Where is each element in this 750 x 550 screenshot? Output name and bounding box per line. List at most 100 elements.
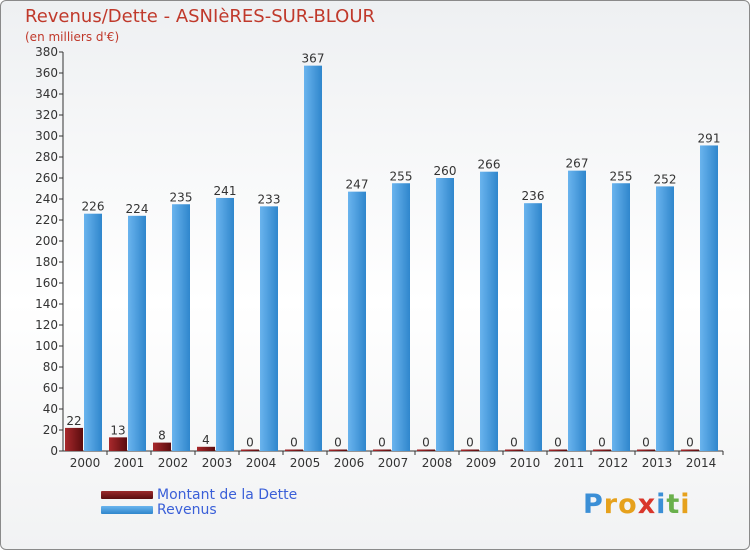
bar-revenus [172,204,190,451]
data-label-dette: 0 [378,436,386,450]
y-tick-label: 160 [35,276,58,290]
bar-dette [681,449,699,451]
bar-revenus [480,171,498,451]
y-tick-label: 340 [35,87,58,101]
bar-dette [329,449,347,451]
logo-letter: o [618,489,638,520]
bar-dette [373,449,391,451]
data-label-revenus: 224 [126,202,149,216]
data-label-revenus: 252 [654,172,677,186]
y-tick-label: 60 [43,381,58,395]
y-tick-label: 40 [43,402,58,416]
data-label-dette: 0 [246,436,254,450]
chart-title: Revenus/Dette - ASNIèRES-SUR-BLOUR [25,6,376,27]
data-label-revenus: 267 [566,157,589,171]
data-label-revenus: 226 [82,200,105,214]
bar-dette [153,442,171,451]
bar-dette [109,437,127,451]
data-label-dette: 8 [158,429,166,443]
logo-letter: i [680,489,691,520]
logo-letter: t [666,489,681,520]
data-label-dette: 0 [290,436,298,450]
bar-dette [505,449,523,451]
data-label-dette: 0 [422,436,430,450]
legend-item-dette: Montant de la Dette [101,486,298,503]
y-tick-label: 200 [35,234,58,248]
x-tick-label: 2012 [598,456,629,470]
x-tick-label: 2007 [378,456,409,470]
data-label-revenus: 266 [478,158,501,172]
data-label-revenus: 255 [610,169,633,183]
data-label-dette: 0 [466,436,474,450]
logo-letter: r [603,489,619,520]
legend-label-revenus: Revenus [157,501,217,518]
data-label-dette: 22 [66,414,81,428]
bar-revenus [656,186,674,451]
y-tick-label: 220 [35,213,58,227]
logo-letter: i [656,489,667,520]
x-tick-label: 2008 [422,456,453,470]
y-tick-label: 280 [35,150,58,164]
x-tick-label: 2001 [114,456,145,470]
y-tick-label: 360 [35,66,58,80]
data-label-dette: 4 [202,433,210,447]
bar-revenus [568,170,586,451]
logo-letter: P [583,489,604,520]
x-tick-label: 2009 [466,456,497,470]
data-label-dette: 13 [110,423,125,437]
data-label-revenus: 255 [390,169,413,183]
x-tick-label: 2014 [686,456,717,470]
y-tick-label: 260 [35,171,58,185]
data-label-revenus: 236 [522,189,545,203]
legend-swatch-revenus [101,505,153,514]
x-tick-label: 2013 [642,456,673,470]
data-label-revenus: 241 [214,184,237,198]
x-tick-label: 2004 [246,456,277,470]
legend-label-dette: Montant de la Dette [157,486,298,503]
legend: Montant de la Dette Revenus [101,486,298,518]
y-tick-label: 120 [35,318,58,332]
y-tick-label: 100 [35,339,58,353]
bar-dette [241,449,259,451]
bar-revenus [436,178,454,451]
x-tick-label: 2006 [334,456,365,470]
x-tick-label: 2011 [554,456,585,470]
bar-dette [593,449,611,451]
x-tick-label: 2003 [202,456,233,470]
bar-dette [285,449,303,451]
data-label-revenus: 235 [170,190,193,204]
data-label-dette: 0 [598,436,606,450]
data-label-revenus: 291 [698,131,721,145]
bar-revenus [392,183,410,451]
bar-revenus [260,206,278,451]
logo-letter: x [637,489,657,520]
proxiti-logo: Proxiti [583,489,691,520]
bar-dette [65,427,83,451]
y-tick-label: 300 [35,129,58,143]
data-label-dette: 0 [510,436,518,450]
data-label-revenus: 260 [434,164,457,178]
data-label-revenus: 247 [346,178,369,192]
data-label-dette: 0 [642,436,650,450]
bar-revenus [216,197,234,451]
bar-dette [549,449,567,451]
bar-revenus [612,183,630,451]
legend-swatch-dette [101,490,153,499]
bar-dette [417,449,435,451]
bar-revenus [304,65,322,452]
bar-dette [637,449,655,451]
x-tick-label: 2002 [158,456,189,470]
bar-revenus [84,213,102,451]
y-tick-label: 320 [35,108,58,122]
legend-item-revenus: Revenus [101,501,297,518]
data-label-revenus: 233 [258,192,281,206]
data-label-dette: 0 [686,436,694,450]
y-tick-label: 140 [35,297,58,311]
y-tick-label: 180 [35,255,58,269]
y-tick-label: 380 [35,45,58,59]
y-tick-label: 20 [43,423,58,437]
bar-revenus [700,145,718,451]
chart-subtitle: (en milliers d'€) [25,30,120,44]
x-tick-label: 2000 [70,456,101,470]
